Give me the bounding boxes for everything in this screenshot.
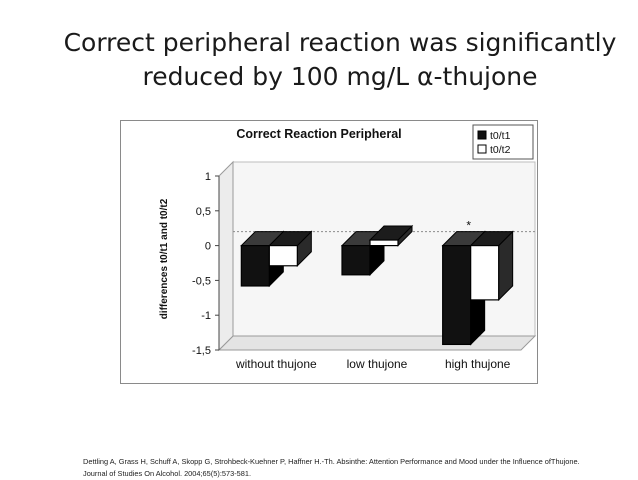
y-tick-label: -1,5: [192, 345, 211, 357]
slide-title: Correct peripheral reaction was signific…: [60, 26, 620, 94]
plot-floor: [217, 335, 537, 351]
legend-swatch: [477, 144, 487, 154]
bar-t0-t2: [469, 230, 514, 302]
plot-side-wall: [218, 160, 234, 352]
legend-label: t0/t1: [490, 130, 511, 142]
citation-line-2: Journal of Studies On Alcohol. 2004;65(5…: [83, 469, 252, 478]
chart-title: Correct Reaction Peripheral: [236, 127, 401, 141]
legend: t0/t1 t0/t2: [472, 124, 534, 160]
citation-line-1: Dettling A, Grass H, Schuff A, Skopp G, …: [83, 457, 580, 466]
y-tick-label: -1: [201, 310, 211, 322]
legend-label: t0/t2: [490, 144, 511, 156]
bar-t0-t1-front: [240, 244, 270, 287]
bar-t0-t2-front: [268, 244, 298, 267]
slide-title-line-1: Correct peripheral reaction was signific…: [63, 28, 617, 57]
x-tick-label: without thujone: [235, 357, 317, 371]
slide-title-line-2: reduced by 100 mg/L α-thujone: [142, 62, 538, 91]
bar-t0-t2-front: [470, 244, 500, 301]
legend-swatch: [477, 130, 487, 140]
bar-t0-t2-front: [369, 239, 399, 247]
y-tick-label: 1: [205, 171, 211, 183]
citation: Dettling A, Grass H, Schuff A, Skopp G, …: [83, 456, 628, 480]
bar-t0-t2: [368, 224, 414, 247]
y-tick-label: 0: [205, 241, 211, 253]
x-tick-label: low thujone: [347, 357, 408, 371]
y-tick-label: -0,5: [192, 275, 211, 287]
significance-marker: *: [466, 219, 471, 233]
plot-area: 1 0,5 0 -0,5 -1 -1,5 without thujone low thujon…: [192, 160, 537, 371]
y-axis-label: differences t0/t1 and t0/t2: [159, 198, 170, 319]
bar-t0-t2: [268, 230, 313, 267]
y-tick-label: 0,5: [196, 206, 211, 218]
chart-frame: Correct Reaction Peripheral differences …: [120, 120, 538, 384]
x-tick-label: high thujone: [445, 357, 511, 371]
bar-t0-t1-front: [341, 244, 371, 276]
bar-t0-t1-front: [442, 244, 472, 346]
chart: Correct Reaction Peripheral differences …: [159, 124, 537, 371]
